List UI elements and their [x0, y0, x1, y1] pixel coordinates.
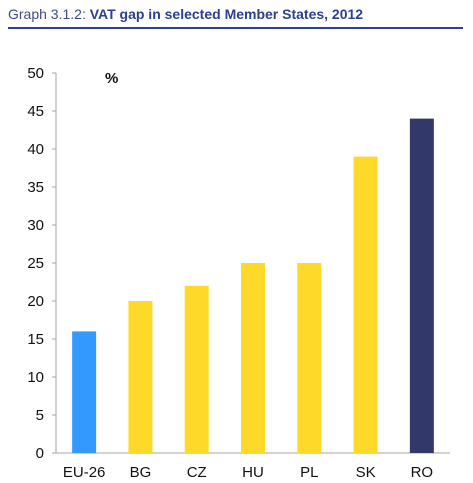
bar-pl [297, 263, 322, 453]
tick-labels: 0 5 10 15 20 25 30 35 40 45 50 EU-26 BG CZ HU PL SK RO [27, 65, 433, 481]
y-tick-label: 35 [27, 179, 44, 196]
y-tick-label: 25 [27, 255, 44, 272]
y-tick-label: 40 [27, 141, 44, 158]
y-tick-label: 5 [36, 407, 44, 424]
y-tick-label: 0 [36, 445, 44, 462]
chart-title: VAT gap in selected Member States, 2012 [89, 6, 364, 22]
bars [72, 118, 434, 453]
bar-bg [128, 301, 153, 453]
x-tick-label: BG [130, 464, 152, 481]
y-tick-label: 50 [27, 65, 44, 82]
x-tick-label: EU-26 [63, 464, 106, 481]
graph-number: Graph 3.1.2: [8, 6, 86, 22]
bar-ro [409, 118, 434, 453]
bar-eu-26 [72, 331, 97, 453]
bar-sk [353, 156, 378, 453]
x-tick-label: PL [300, 464, 318, 481]
y-tick-label: 45 [27, 103, 44, 120]
y-tick-label: 15 [27, 331, 44, 348]
y-tick-label: 10 [27, 369, 44, 386]
bar-cz [184, 285, 209, 453]
x-tick-label: CZ [187, 464, 207, 481]
x-tick-label: RO [411, 464, 434, 481]
chart-header: Graph 3.1.2: VAT gap in selected Member … [8, 6, 363, 22]
y-tick-label: 30 [27, 217, 44, 234]
y-tick-label: 20 [27, 293, 44, 310]
title-rule [8, 27, 463, 29]
x-tick-label: SK [356, 464, 376, 481]
bar-hu [241, 263, 265, 453]
y-unit-label: % [105, 70, 118, 87]
x-tick-label: HU [242, 464, 264, 481]
